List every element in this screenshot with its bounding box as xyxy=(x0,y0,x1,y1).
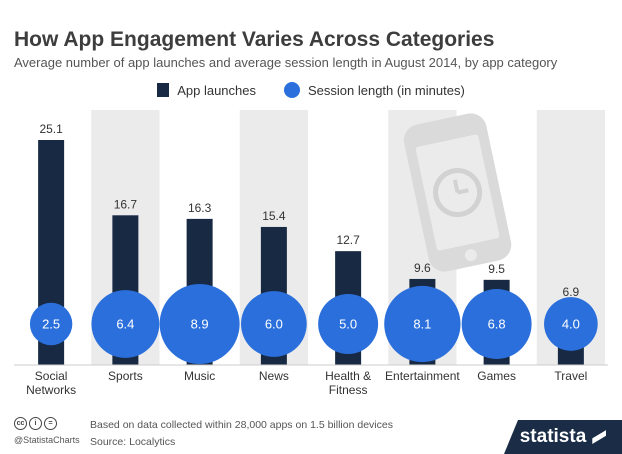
bubble-5[interactable] xyxy=(384,285,461,363)
statista-mark-icon xyxy=(592,430,607,444)
bubble-value-label-6: 6.8 xyxy=(488,317,506,332)
nd-icon: = xyxy=(44,417,57,430)
legend-bar-swatch xyxy=(157,83,170,97)
footer-source[interactable]: Source: Localytics xyxy=(90,436,176,448)
bar-value-label-3: 15.4 xyxy=(262,209,286,223)
bubble-3[interactable] xyxy=(241,291,307,357)
category-label-6: Games xyxy=(477,369,516,383)
legend-item-app-launches: App launches xyxy=(157,83,256,98)
bubble-7[interactable] xyxy=(544,297,598,351)
bar-value-label-0: 25.1 xyxy=(39,122,63,136)
legend-dot-swatch xyxy=(283,82,300,98)
by-icon: i xyxy=(29,417,42,430)
legend-label-app-launches: App launches xyxy=(177,82,256,98)
chart-subtitle: Average number of app launches and avera… xyxy=(14,55,558,70)
category-label-3: News xyxy=(259,369,289,383)
bubble-2[interactable] xyxy=(159,284,240,364)
chart-area: 25.1 16.7 16.3 15.4 12.7 9.6 9.5 6.9 2.5 6.4 8.9 6… xyxy=(14,110,608,397)
bar-value-label-5: 9.6 xyxy=(414,261,431,275)
bubble-6[interactable] xyxy=(461,289,532,359)
bar-value-label-2: 16.3 xyxy=(188,201,212,215)
category-label-2: Music xyxy=(184,369,215,383)
legend-item-session-length: Session length (in minutes) xyxy=(283,82,465,98)
bubble-value-label-3: 6.0 xyxy=(265,317,283,332)
legend-label-session-length: Session length (in minutes) xyxy=(307,82,465,98)
cc-icon: cc xyxy=(14,417,27,430)
bubble-value-label-4: 5.0 xyxy=(339,317,357,332)
category-label-1: Sports xyxy=(108,369,143,383)
bubble-value-label-1: 6.4 xyxy=(116,317,134,332)
bubble-value-label-7: 4.0 xyxy=(562,317,580,332)
bubble-0[interactable] xyxy=(29,302,73,346)
bubble-value-label-2: 8.9 xyxy=(191,317,209,332)
category-label-4: Health & Fitness xyxy=(325,369,371,397)
bubble-value-label-0: 2.5 xyxy=(42,317,60,332)
social-handle: @StatistaCharts xyxy=(14,435,80,445)
bar-value-label-7: 6.9 xyxy=(563,285,580,299)
bar-value-label-1: 16.7 xyxy=(114,197,138,211)
chart-title: How App Engagement Varies Across Categor… xyxy=(14,28,495,51)
bubble-4[interactable] xyxy=(318,294,379,354)
bubble-1[interactable] xyxy=(91,290,160,358)
statista-logo[interactable]: statista xyxy=(504,420,622,454)
cc-license-icons: cc i = xyxy=(14,417,57,430)
bar-value-label-6: 9.5 xyxy=(488,262,505,276)
legend: App launches Session length (in minutes) xyxy=(0,82,622,98)
phone-clock-illustration xyxy=(403,113,512,272)
footer-note: Based on data collected within 28,000 ap… xyxy=(90,419,393,431)
category-label-0: Social Networks xyxy=(26,369,76,397)
bubble-value-label-5: 8.1 xyxy=(413,317,431,332)
brand-name: statista xyxy=(519,426,587,447)
category-label-7: Travel xyxy=(554,369,587,383)
category-label-5: Entertainment xyxy=(385,369,460,383)
bar-value-label-4: 12.7 xyxy=(336,233,360,247)
